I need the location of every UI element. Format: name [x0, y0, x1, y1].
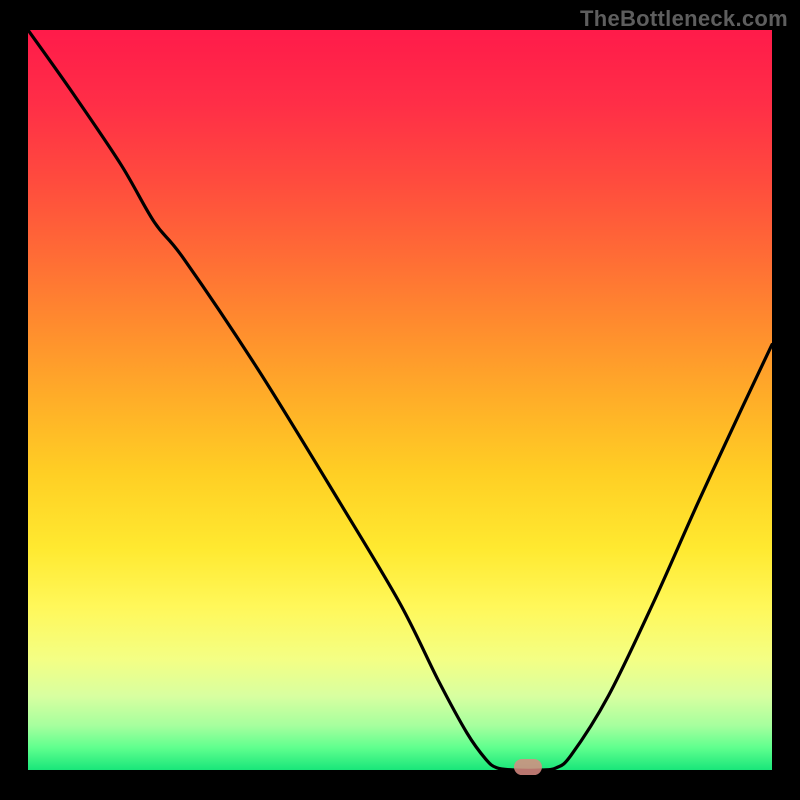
chart-canvas: TheBottleneck.com: [0, 0, 800, 800]
gradient-background: [28, 30, 772, 770]
bottleneck-chart: [0, 0, 800, 800]
watermark-text: TheBottleneck.com: [580, 6, 788, 32]
optimal-point-marker: [514, 759, 542, 775]
